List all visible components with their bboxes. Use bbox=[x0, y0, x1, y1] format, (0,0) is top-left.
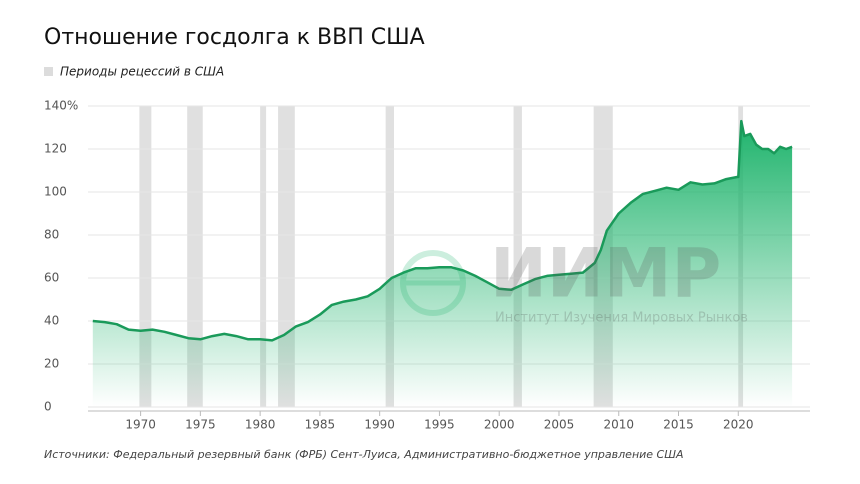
x-tick-label: 2005 bbox=[544, 418, 575, 432]
labels: 0 20 40 60 80 100 120 140% 1970 1975 1980 1985 1990 1… bbox=[44, 99, 754, 432]
y-tick-label: 120 bbox=[44, 142, 67, 156]
x-tick-label: 1970 bbox=[125, 418, 156, 432]
y-tick-label: 40 bbox=[44, 314, 59, 328]
recession-band bbox=[139, 106, 152, 407]
watermark-logo: ИИМР bbox=[490, 235, 721, 314]
y-tick-label: 100 bbox=[44, 185, 67, 199]
y-tick-label: 140% bbox=[44, 99, 78, 113]
chart-title: Отношение госдолга к ВВП США bbox=[44, 25, 425, 50]
x-tick-label: 2020 bbox=[723, 418, 754, 432]
area bbox=[92, 121, 793, 407]
y-tick-label: 60 bbox=[44, 271, 59, 285]
x-tick-label: 1975 bbox=[185, 418, 216, 432]
x-tick-label: 2000 bbox=[484, 418, 515, 432]
recession-band bbox=[385, 106, 395, 407]
watermark-globe bbox=[400, 250, 466, 316]
x-tick-label: 1985 bbox=[305, 418, 336, 432]
recession-band bbox=[187, 106, 203, 407]
x-tick-label: 1990 bbox=[364, 418, 395, 432]
watermark-text: Институт Изучения Мировых Рынков bbox=[495, 311, 748, 326]
y-tick-label: 0 bbox=[44, 400, 52, 414]
watermark: ИИМР Институт Изучения Мировых Рынков bbox=[400, 235, 748, 326]
recession-band bbox=[260, 106, 267, 407]
recession-band bbox=[513, 106, 522, 407]
y-tick-label: 80 bbox=[44, 228, 59, 242]
line bbox=[92, 119, 793, 342]
x-tick-label: 1980 bbox=[245, 418, 276, 432]
legend-label: Периоды рецессий в США bbox=[60, 65, 224, 79]
source: Источники: Федеральный резервный банк (Ф… bbox=[44, 448, 684, 461]
y-tick-label: 20 bbox=[44, 357, 59, 371]
x-tick-label: 1995 bbox=[424, 418, 455, 432]
x-tick-label: 2015 bbox=[663, 418, 694, 432]
x-tick-label: 2010 bbox=[603, 418, 634, 432]
legend-swatch bbox=[44, 67, 53, 76]
plot bbox=[92, 119, 793, 407]
